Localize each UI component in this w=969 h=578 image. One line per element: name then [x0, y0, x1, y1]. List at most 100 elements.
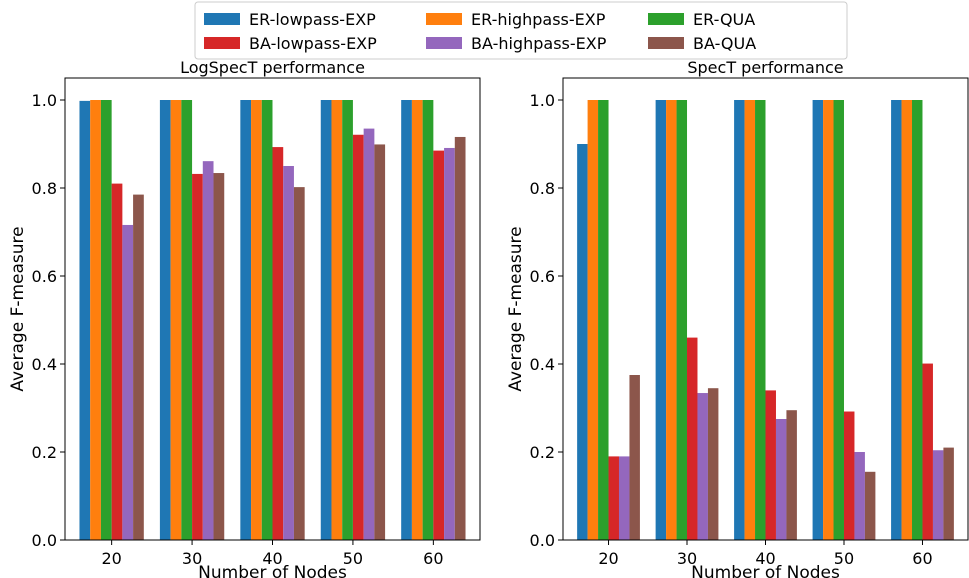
x-tick-label: 40: [755, 549, 775, 568]
bar-ER-QUA-60: [912, 100, 923, 540]
bar-BA-highpass-EXP-40: [775, 419, 787, 540]
y-tick-label: 0.0: [530, 531, 555, 550]
bar-ER-lowpass-EXP-50: [812, 100, 824, 540]
bar-ER-highpass-EXP-20: [90, 100, 101, 540]
bar-ER-QUA-40: [261, 100, 273, 540]
legend-label-BA-highpass-EXP: BA-highpass-EXP: [471, 34, 607, 53]
x-tick-label: 20: [598, 549, 618, 568]
bar-BA-highpass-EXP-50: [363, 128, 375, 540]
bar-BA-highpass-EXP-40: [283, 166, 294, 540]
bar-ER-highpass-EXP-30: [170, 100, 182, 540]
bar-BA-QUA-30: [707, 388, 719, 540]
bar-ER-lowpass-EXP-30: [655, 100, 667, 540]
bar-BA-QUA-40: [786, 410, 797, 540]
bar-BA-QUA-40: [293, 187, 305, 540]
x-tick-label: 40: [262, 549, 282, 568]
bar-ER-QUA-20: [598, 100, 609, 540]
bar-ER-highpass-EXP-30: [666, 100, 677, 540]
y-tick-label: 1.0: [32, 91, 57, 110]
bar-ER-highpass-EXP-20: [587, 100, 599, 540]
bar-BA-lowpass-EXP-20: [608, 456, 619, 540]
chart-title: LogSpecT performance: [180, 58, 365, 77]
bar-ER-highpass-EXP-50: [331, 100, 343, 540]
legend-swatch-ER-highpass-EXP: [426, 13, 462, 25]
y-tick-label: 1.0: [530, 91, 555, 110]
y-tick-label: 0.4: [32, 355, 57, 374]
legend-swatch-ER-lowpass-EXP: [204, 13, 240, 25]
bar-BA-QUA-20: [133, 194, 144, 540]
bar-BA-QUA-60: [454, 136, 466, 540]
bar-ER-QUA-30: [676, 100, 688, 540]
bar-BA-QUA-30: [213, 173, 225, 541]
legend-label-BA-lowpass-EXP: BA-lowpass-EXP: [249, 34, 377, 53]
y-tick-label: 0.4: [530, 355, 555, 374]
y-axis-label: Average F-measure: [8, 226, 28, 391]
x-tick-label: 60: [423, 549, 443, 568]
bar-BA-lowpass-EXP-40: [272, 147, 284, 540]
bar-ER-lowpass-EXP-60: [891, 100, 902, 540]
bar-ER-lowpass-EXP-50: [320, 100, 332, 540]
chart-panel-1: 0.0 0.2 0.4 0.6 0.8 1.0 20 30 40 50 60 Number of No…: [8, 58, 481, 578]
y-tick-label: 0.8: [530, 179, 555, 198]
bar-BA-lowpass-EXP-60: [433, 150, 445, 540]
bar-BA-lowpass-EXP-50: [352, 134, 364, 540]
bar-ER-QUA-30: [181, 100, 193, 540]
y-tick-label: 0.8: [32, 179, 57, 198]
y-tick-label: 0.2: [530, 443, 555, 462]
bar-ER-highpass-EXP-60: [901, 100, 913, 540]
bar-ER-highpass-EXP-60: [411, 100, 423, 540]
bar-ER-highpass-EXP-40: [744, 100, 756, 540]
legend-label-BA-QUA: BA-QUA: [693, 34, 756, 53]
bar-ER-QUA-60: [422, 100, 434, 540]
bar-ER-lowpass-EXP-20: [79, 100, 91, 540]
x-tick-label: 50: [834, 549, 854, 568]
bar-BA-highpass-EXP-30: [697, 393, 708, 540]
legend-swatch-BA-lowpass-EXP: [204, 37, 240, 49]
bar-ER-QUA-20: [100, 100, 112, 540]
bar-BA-highpass-EXP-20: [122, 224, 134, 540]
bar-ER-highpass-EXP-50: [823, 100, 834, 540]
bar-BA-lowpass-EXP-40: [765, 390, 776, 540]
bar-BA-lowpass-EXP-30: [687, 337, 698, 540]
bar-ER-QUA-50: [833, 100, 844, 540]
y-tick-label: 0.6: [32, 267, 57, 286]
x-axis-label: Number of Nodes: [198, 563, 347, 578]
bar-ER-QUA-50: [342, 100, 353, 540]
bar-BA-QUA-50: [864, 471, 876, 540]
x-tick-label: 30: [677, 549, 697, 568]
legend-label-ER-lowpass-EXP: ER-lowpass-EXP: [249, 10, 376, 29]
bar-BA-QUA-50: [374, 144, 386, 540]
x-tick-label: 50: [343, 549, 363, 568]
legend-label-ER-QUA: ER-QUA: [693, 10, 755, 29]
bar-ER-highpass-EXP-40: [251, 100, 262, 540]
bar-BA-lowpass-EXP-30: [192, 173, 203, 541]
x-tick-label: 30: [182, 549, 202, 568]
y-axis-label: Average F-measure: [506, 226, 526, 391]
x-axis-label: Number of Nodes: [691, 563, 840, 578]
bar-BA-highpass-EXP-50: [854, 452, 865, 540]
bar-ER-lowpass-EXP-30: [159, 100, 171, 540]
bar-BA-QUA-60: [943, 447, 954, 540]
legend: ER-lowpass-EXP ER-highpass-EXP ER-QUA BA-lo…: [194, 1, 848, 60]
y-tick-label: 0.0: [32, 531, 57, 550]
bar-ER-lowpass-EXP-20: [577, 144, 588, 540]
bar-BA-highpass-EXP-60: [444, 147, 455, 540]
bar-ER-lowpass-EXP-40: [734, 100, 745, 540]
bar-ER-lowpass-EXP-40: [240, 100, 252, 540]
legend-label-ER-highpass-EXP: ER-highpass-EXP: [471, 10, 606, 29]
legend-swatch-BA-highpass-EXP: [426, 37, 462, 49]
y-tick-label: 0.6: [530, 267, 555, 286]
bar-ER-QUA-40: [755, 100, 766, 540]
bar-BA-highpass-EXP-30: [202, 161, 214, 540]
bar-BA-lowpass-EXP-20: [111, 183, 123, 540]
chart-title: SpecT performance: [687, 58, 843, 77]
legend-swatch-BA-QUA: [648, 37, 684, 49]
bar-BA-QUA-20: [629, 375, 640, 540]
legend-swatch-ER-QUA: [648, 13, 684, 25]
bar-ER-lowpass-EXP-60: [401, 100, 412, 540]
bar-BA-lowpass-EXP-50: [843, 411, 855, 540]
x-tick-label: 20: [101, 549, 121, 568]
bar-BA-lowpass-EXP-60: [922, 363, 933, 540]
bar-BA-highpass-EXP-20: [618, 456, 630, 540]
